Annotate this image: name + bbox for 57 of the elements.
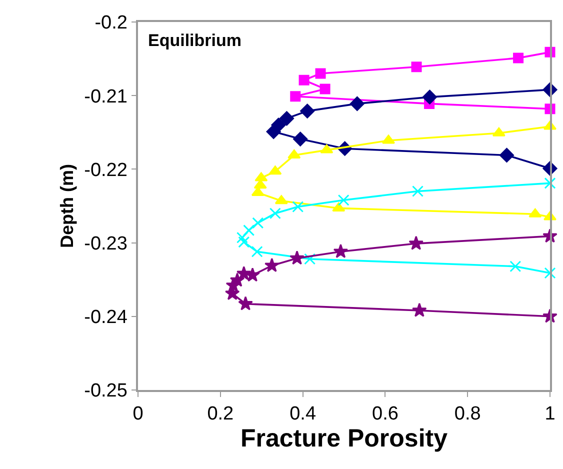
y-tick-label: -0.2 xyxy=(94,12,128,34)
y-tick-label: -0.21 xyxy=(84,86,128,108)
point xyxy=(288,149,301,158)
point xyxy=(544,267,556,279)
x-axis-title: Fracture Porosity xyxy=(240,424,448,453)
point xyxy=(320,84,330,94)
point xyxy=(292,200,304,212)
annotation: Equilibrium xyxy=(148,31,242,50)
point xyxy=(304,253,316,265)
y-axis-title: Depth (m) xyxy=(56,164,77,248)
point xyxy=(350,96,364,111)
point xyxy=(422,90,437,104)
x-tick-label: 0.2 xyxy=(207,404,234,425)
point xyxy=(492,127,506,136)
point xyxy=(499,148,514,162)
point xyxy=(528,208,542,218)
point xyxy=(266,124,281,139)
point xyxy=(300,104,315,118)
point xyxy=(510,260,522,272)
point xyxy=(236,232,248,244)
point xyxy=(332,202,346,212)
point xyxy=(264,258,280,272)
point xyxy=(238,296,253,310)
point xyxy=(320,144,334,154)
point xyxy=(293,132,308,146)
point xyxy=(274,195,288,204)
point xyxy=(290,91,301,102)
point xyxy=(411,62,422,72)
point xyxy=(412,302,427,317)
x-tick-label: 0.6 xyxy=(372,404,398,425)
x-tick-label: 0.4 xyxy=(290,404,316,425)
point xyxy=(243,224,255,236)
point xyxy=(544,177,556,189)
point xyxy=(254,172,268,182)
point xyxy=(408,236,424,250)
y-tick-label: -0.25 xyxy=(84,380,128,402)
point xyxy=(513,52,524,64)
point xyxy=(290,250,304,265)
x-tick-label: 0.8 xyxy=(454,404,481,425)
y-tick-label: -0.22 xyxy=(84,160,128,181)
point xyxy=(252,217,264,229)
point xyxy=(238,236,250,248)
point xyxy=(279,111,294,126)
point xyxy=(298,74,310,86)
point xyxy=(315,68,326,79)
x-tick-label: 0 xyxy=(132,404,144,425)
point xyxy=(338,194,350,206)
y-tick-label: -0.23 xyxy=(84,233,128,254)
point xyxy=(251,246,263,258)
point xyxy=(269,208,281,220)
y-tick-label: -0.24 xyxy=(84,307,128,328)
point xyxy=(268,166,282,175)
point xyxy=(254,180,267,189)
point xyxy=(236,266,252,280)
x-tick-label: 1 xyxy=(544,404,556,425)
point xyxy=(333,244,348,258)
point xyxy=(412,186,424,198)
